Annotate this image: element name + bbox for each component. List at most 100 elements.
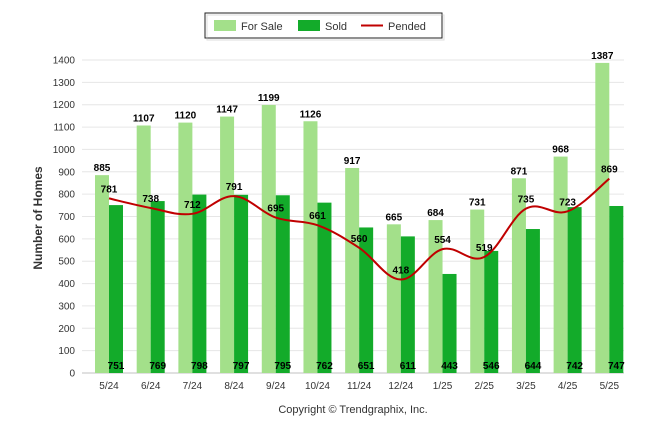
legend-swatch-sold [298,20,320,31]
sold-value-label: 798 [191,361,208,372]
legend: For Sale Sold Pended [204,12,445,41]
x-tick-label: 10/24 [305,381,330,392]
y-tick-label: 1000 [53,145,76,156]
bars-layer [95,62,624,373]
copyright-credit: Copyright © Trendgraphix, Inc. [278,404,427,416]
x-axis-ticks: 5/24 6/24 7/24 8/24 9/24 10/24 11/24 12/24 1/25 2… [99,381,619,392]
for-sale-value-label: 684 [427,208,444,219]
pended-value-label: 712 [184,200,201,211]
legend-box [204,12,443,39]
legend-label-for-sale: For Sale [241,21,283,33]
sold-value-label: 769 [149,361,166,372]
x-tick-label: 5/24 [99,381,119,392]
legend-label-sold: Sold [325,21,347,33]
pended-value-label: 791 [226,182,243,193]
y-tick-label: 1300 [53,78,76,89]
y-tick-label: 700 [58,212,75,223]
for-sale-value-label: 1107 [133,114,155,125]
for-sale-bar [303,121,318,373]
y-tick-label: 1400 [53,56,76,67]
y-tick-label: 0 [69,369,75,380]
y-tick-label: 300 [58,301,75,312]
pended-value-label: 661 [309,211,326,222]
for-sale-value-label: 1147 [216,105,238,116]
pended-value-label: 560 [351,234,368,245]
sold-value-label: 651 [358,361,375,372]
legend-label-pended: Pended [388,21,426,33]
for-sale-value-label: 1120 [175,111,197,122]
x-tick-label: 8/24 [224,381,244,392]
sold-value-label: 546 [483,361,500,372]
for-sale-value-label: 665 [386,212,403,223]
data-labels-layer: 885 751 1107 769 1120 798 1147 797 1199 795 1126 76… [94,51,625,372]
sold-bar [150,201,165,373]
pended-value-label: 735 [518,195,535,206]
sold-bar [317,202,332,373]
y-tick-label: 1100 [53,123,75,134]
y-tick-label: 100 [58,346,75,357]
sold-bar [609,205,624,373]
pended-value-label: 519 [476,243,493,254]
x-tick-label: 2/25 [474,381,494,392]
for-sale-bar [553,156,568,373]
sold-bar [400,236,415,373]
sold-bar [567,207,582,373]
sold-value-label: 751 [108,361,125,372]
for-sale-value-label: 871 [511,166,528,177]
sold-bar [192,194,207,373]
x-tick-label: 12/24 [388,381,413,392]
x-tick-label: 4/25 [558,381,578,392]
sold-bar [234,194,249,373]
x-tick-label: 1/25 [433,381,453,392]
legend-swatch-for-sale [214,20,236,31]
y-tick-label: 200 [58,324,75,335]
for-sale-value-label: 1199 [258,93,280,104]
y-axis-ticks: 0 100 200 300 400 500 600 700 800 900 1000 1100 1200… [53,56,76,380]
sold-bar [109,205,123,373]
sold-value-label: 443 [441,361,458,372]
pended-value-label: 418 [393,266,410,277]
sold-bar [525,229,540,373]
for-sale-bar [511,178,526,373]
for-sale-value-label: 1387 [591,51,614,62]
for-sale-value-label: 968 [552,145,569,156]
pended-value-label: 695 [267,204,284,215]
sold-bar [442,273,457,373]
for-sale-bar [428,220,443,373]
sold-bar [275,195,290,373]
for-sale-value-label: 917 [344,156,361,167]
x-tick-label: 7/24 [183,381,203,392]
pended-line [108,177,610,281]
for-sale-bar [595,62,610,373]
for-sale-bar [136,125,151,373]
for-sale-bar [345,167,360,373]
for-sale-bar [178,122,193,373]
pended-value-label: 869 [601,165,618,176]
y-tick-label: 500 [58,257,75,268]
sold-value-label: 797 [233,361,250,372]
sold-value-label: 742 [566,361,583,372]
y-tick-label: 600 [58,234,75,245]
x-tick-label: 6/24 [141,381,161,392]
y-tick-label: 400 [58,279,75,290]
x-tick-label: 3/25 [516,381,536,392]
for-sale-bar [386,224,401,373]
x-tick-label: 9/24 [266,381,286,392]
sold-value-label: 611 [400,361,417,372]
for-sale-bar [470,209,485,373]
sold-value-label: 762 [316,361,333,372]
for-sale-value-label: 731 [469,198,486,209]
pended-value-label: 554 [434,235,451,246]
sold-bar [359,227,374,373]
for-sale-value-label: 885 [94,163,111,174]
pended-line-layer [108,177,610,281]
pended-value-label: 723 [559,197,576,208]
sold-value-label: 747 [608,361,625,372]
pended-value-label: 781 [101,184,118,195]
y-tick-label: 900 [58,167,75,178]
pended-value-label: 738 [142,194,159,205]
sold-bar [484,250,499,373]
x-tick-label: 11/24 [347,381,372,392]
y-tick-label: 800 [58,190,75,201]
